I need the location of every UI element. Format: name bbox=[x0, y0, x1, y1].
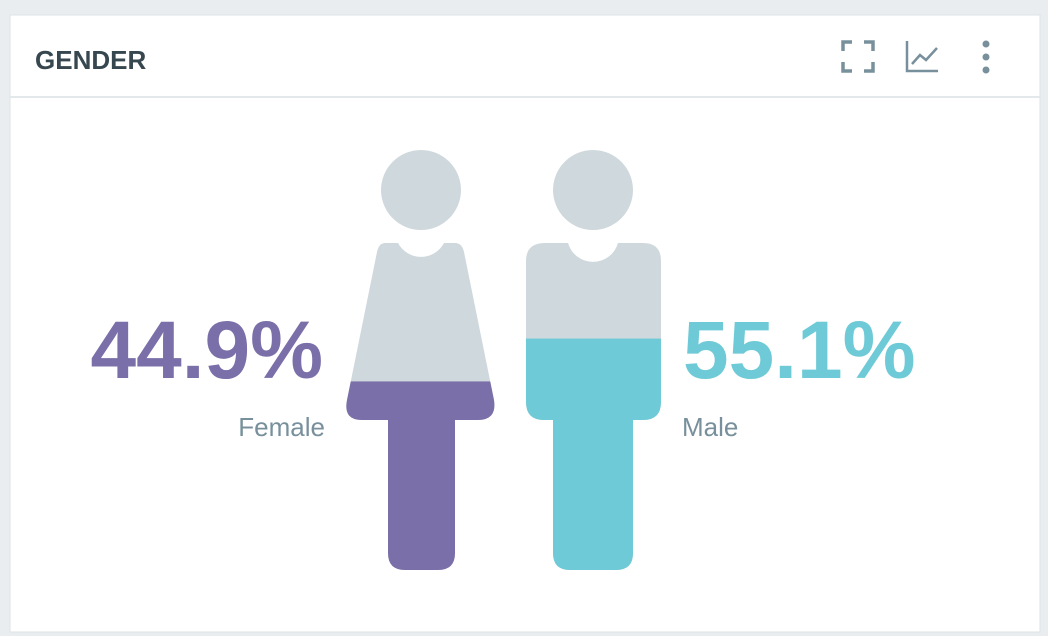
category-label: Male bbox=[682, 412, 738, 442]
expand-button[interactable] bbox=[841, 40, 875, 73]
percent-label: 55.1% bbox=[683, 305, 916, 396]
category-label: Female bbox=[238, 412, 325, 442]
widget-title: GENDER bbox=[35, 45, 146, 75]
percent-label: 44.9% bbox=[90, 305, 323, 396]
card bbox=[9, 14, 1041, 633]
more-button[interactable] bbox=[982, 40, 990, 74]
trend-button[interactable] bbox=[905, 41, 938, 73]
